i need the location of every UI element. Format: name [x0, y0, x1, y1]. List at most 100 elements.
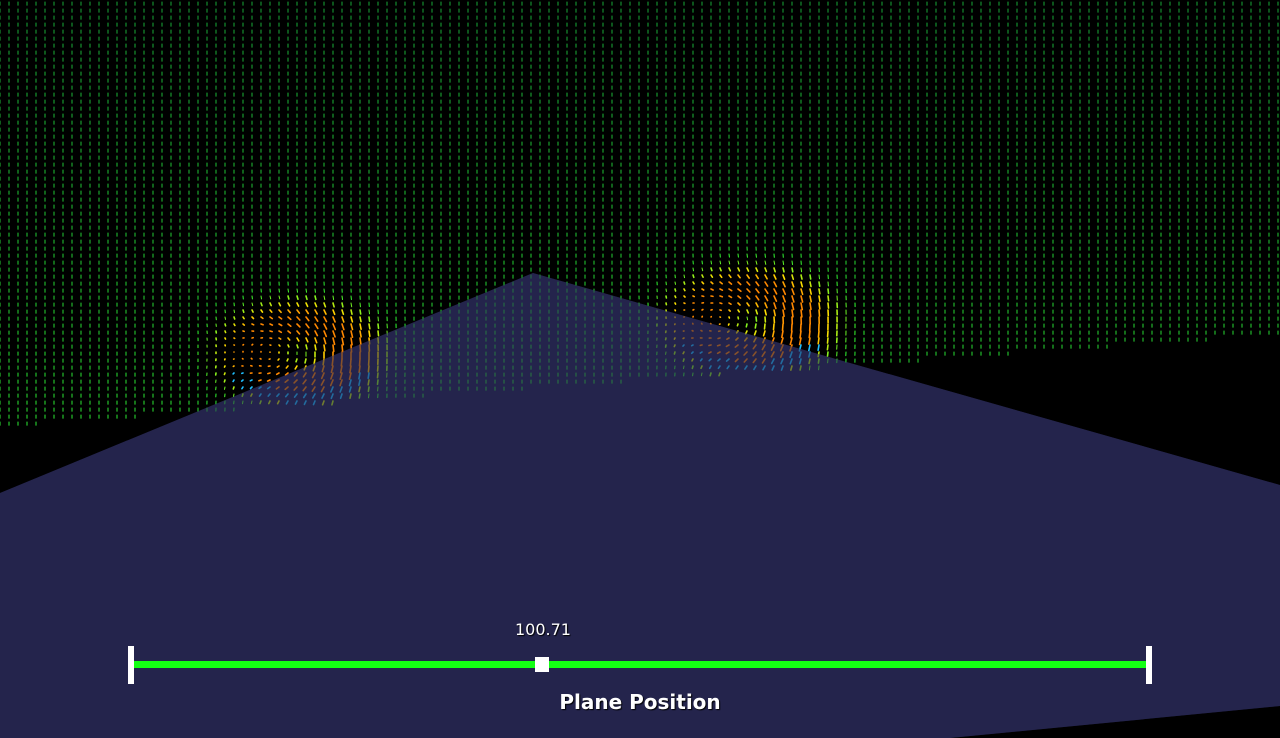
vector-glyph	[287, 316, 292, 321]
vector-glyph	[242, 323, 246, 326]
vector-glyph	[701, 267, 704, 272]
vector-glyph	[305, 344, 308, 350]
vector-glyph	[314, 344, 317, 351]
vector-glyph	[771, 330, 775, 338]
vector-glyph	[773, 309, 777, 317]
vector-glyph	[287, 344, 290, 348]
vector-glyph	[323, 309, 327, 315]
vector-glyph	[773, 260, 776, 265]
vector-glyph	[674, 302, 677, 305]
vector-glyph	[359, 309, 362, 315]
vector-glyph	[314, 323, 319, 330]
vector-glyph	[232, 379, 235, 383]
vector-glyph	[314, 337, 318, 344]
vector-glyph	[323, 295, 326, 300]
vector-glyph	[278, 302, 282, 307]
vector-glyph	[737, 302, 741, 306]
vector-glyph	[692, 288, 696, 292]
vector-glyph	[782, 281, 786, 288]
vector-glyph	[719, 274, 723, 279]
vector-glyph	[278, 316, 283, 320]
vector-glyph	[773, 302, 777, 310]
vector-glyph	[242, 302, 244, 307]
vector-glyph	[287, 288, 289, 293]
vector-glyph	[755, 288, 760, 294]
vector-glyph	[674, 288, 677, 292]
vector-field-glyphs	[0, 1, 1279, 426]
vector-glyph	[314, 295, 317, 301]
vector-glyph	[710, 274, 714, 279]
vector-glyph	[305, 316, 310, 322]
vector-glyph	[232, 386, 235, 390]
vector-glyph	[782, 267, 785, 273]
vector-glyph	[753, 330, 757, 336]
vector-glyph	[332, 344, 335, 353]
vector-glyph	[314, 302, 318, 308]
vector-glyph	[314, 316, 319, 323]
vector-glyph	[287, 323, 292, 328]
vector-glyph	[368, 316, 371, 323]
vector-glyph	[269, 323, 274, 326]
vector-glyph	[727, 323, 730, 326]
vector-glyph	[277, 358, 280, 361]
vector-glyph	[773, 267, 777, 273]
vector-glyph	[323, 337, 327, 345]
vector-glyph	[719, 295, 724, 298]
vector-glyph	[296, 330, 301, 335]
vector-glyph	[332, 309, 336, 316]
vector-glyph	[313, 358, 316, 365]
vector-glyph	[287, 295, 290, 300]
vector-glyph	[223, 365, 226, 368]
vector-glyph	[746, 302, 750, 307]
vector-glyph	[269, 330, 274, 333]
vector-glyph	[710, 260, 712, 265]
vector-glyph	[746, 295, 751, 300]
vector-glyph	[249, 386, 253, 390]
vector-glyph	[296, 295, 299, 301]
vector-glyph	[305, 295, 308, 301]
vector-glyph	[773, 288, 778, 295]
vector-glyph	[232, 372, 235, 375]
vector-glyph	[240, 379, 244, 382]
vector-glyph	[332, 295, 335, 300]
vector-glyph	[323, 330, 328, 338]
vector-glyph	[251, 343, 254, 346]
vector-glyph	[350, 302, 353, 308]
vector-glyph	[242, 316, 245, 320]
vector-glyph	[764, 274, 768, 280]
vector-glyph	[728, 302, 732, 306]
vector-glyph	[746, 281, 751, 286]
vector-glyph	[332, 316, 336, 323]
vector-glyph	[269, 295, 272, 300]
vector-glyph	[736, 323, 739, 327]
vector-glyph	[755, 281, 760, 287]
vector-glyph	[233, 393, 235, 397]
vector-glyph	[773, 274, 777, 280]
vector-glyph	[269, 316, 274, 320]
vector-glyph	[719, 267, 722, 272]
vector-glyph	[692, 274, 695, 279]
vector-glyph	[341, 302, 344, 308]
vector-glyph	[278, 330, 283, 334]
vector-glyph	[224, 316, 226, 320]
vector-glyph	[341, 323, 345, 331]
vector-glyph	[782, 274, 786, 281]
vector-glyph	[737, 281, 742, 286]
vector-glyph	[737, 274, 741, 279]
vector-glyph	[350, 330, 354, 339]
vector-glyph	[701, 274, 704, 279]
vector-glyph	[692, 267, 694, 272]
vector-glyph	[754, 323, 757, 329]
vector-glyph	[701, 308, 704, 311]
vector-glyph	[719, 288, 724, 292]
vector-glyph	[764, 309, 768, 316]
vector-glyph	[314, 309, 319, 315]
vector-glyph	[674, 295, 677, 299]
vector-glyph	[285, 365, 289, 369]
vector-glyph	[341, 309, 345, 316]
vector-glyph	[294, 365, 298, 370]
vector-glyph	[304, 358, 307, 364]
vector-glyph	[269, 302, 273, 307]
